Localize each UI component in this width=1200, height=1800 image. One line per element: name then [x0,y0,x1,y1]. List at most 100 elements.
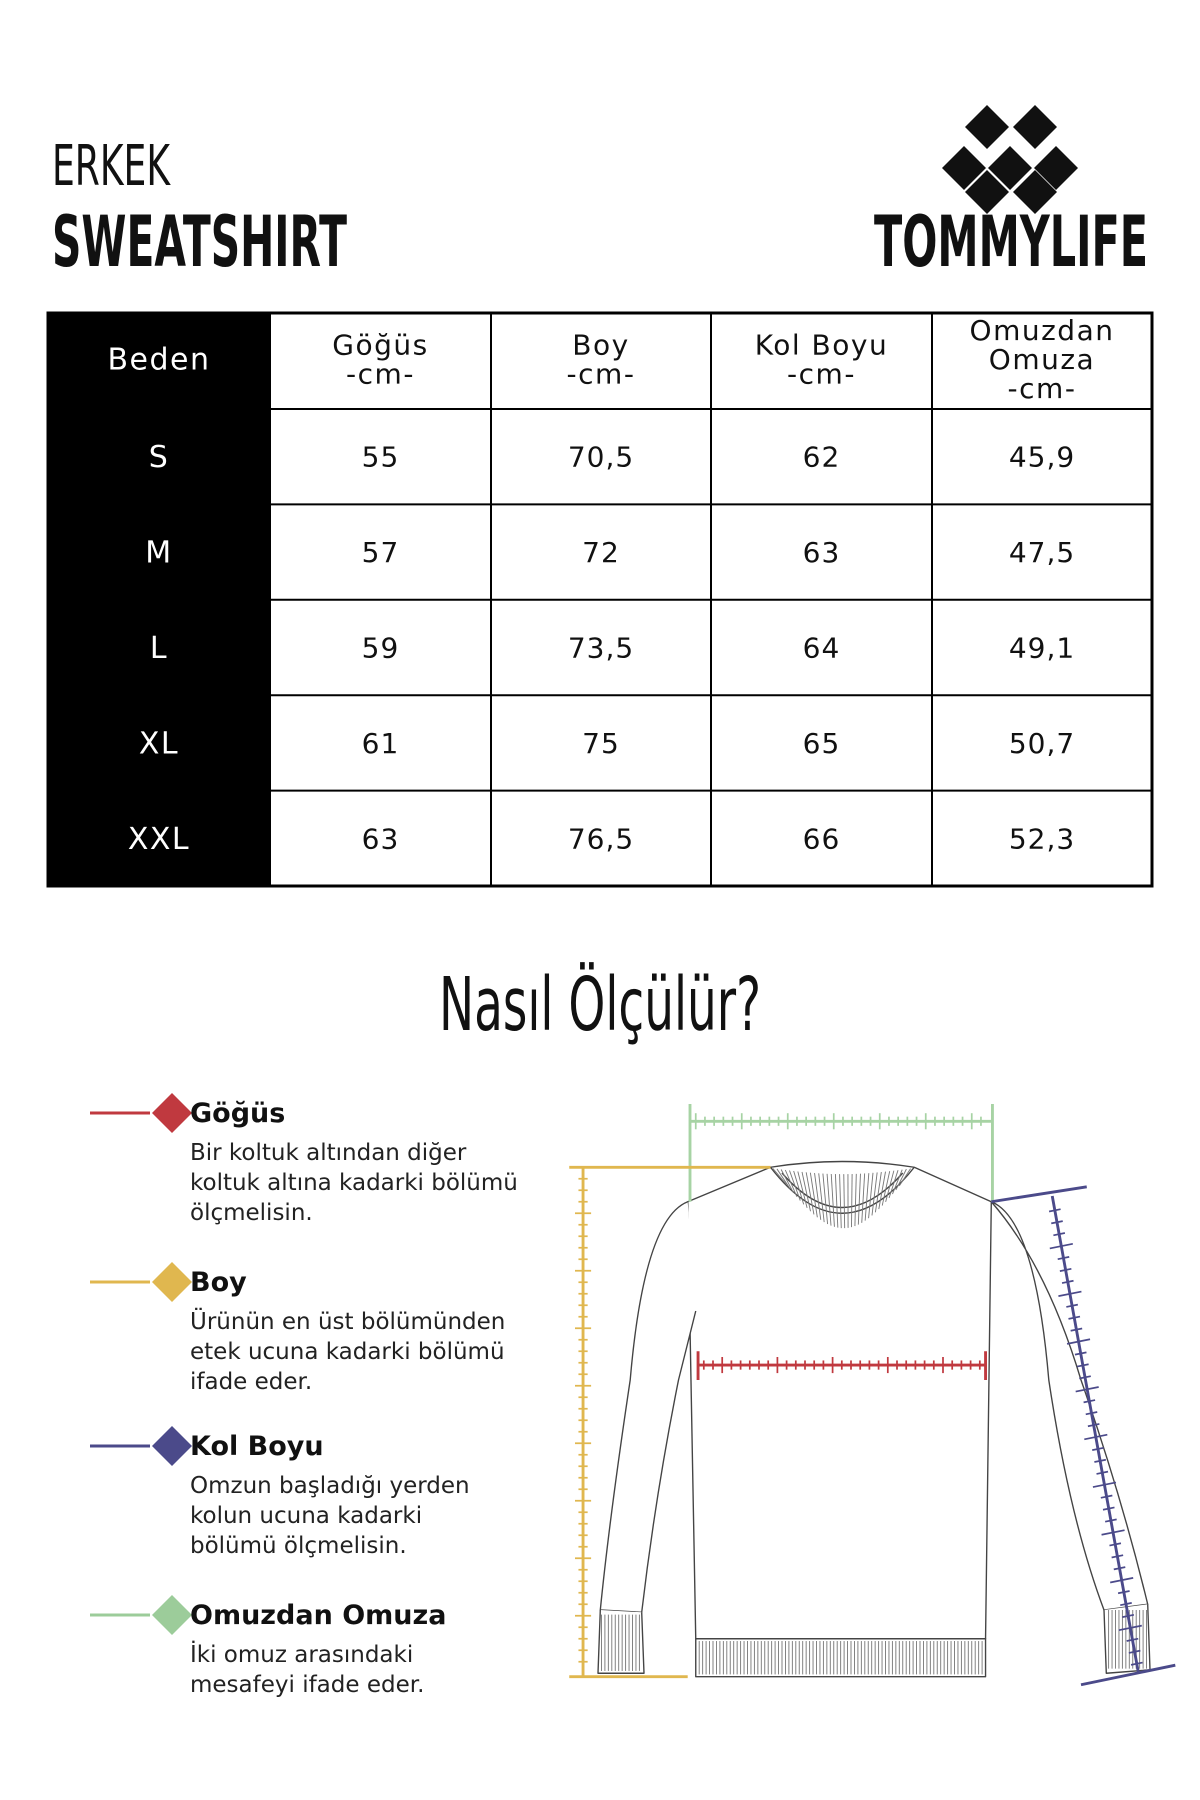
legend-description: ifade eder. [190,1369,312,1395]
tick [1100,1494,1113,1499]
rib [839,1174,842,1229]
measure-value: 65 [803,727,841,760]
legend-name: Göğüs [190,1098,285,1129]
tick [1096,1470,1109,1475]
measure-value: 45,9 [1009,441,1075,474]
measure-value: 49,1 [1009,632,1075,665]
shoulder-measure [688,1103,994,1202]
tick [1058,1290,1082,1297]
tick [1059,1267,1072,1272]
legend-description: ölçmelisin. [190,1200,313,1226]
rib [864,1173,870,1221]
measure-value: 75 [582,727,620,760]
tick [1084,1433,1108,1441]
legend-name: Omuzdan Omuza [190,1600,446,1631]
tick [1113,1566,1126,1571]
tick [1048,1208,1061,1213]
rib [809,1172,818,1218]
tick [1085,1411,1098,1416]
side-column [48,313,270,886]
measure-value: 66 [803,822,841,855]
sleeve-measure [991,1185,1176,1687]
tick [1049,1242,1073,1250]
tick [1101,1529,1125,1536]
tick [1066,1303,1079,1308]
measure-value: 47,5 [1009,536,1075,569]
column-header: Omuzdan [970,314,1115,347]
measure-value: 70,5 [568,441,634,474]
rib [885,1170,895,1202]
legend-description: bölümü ölçmelisin. [190,1533,407,1559]
tick [1118,1624,1142,1632]
rib [878,1171,886,1210]
sweatshirt-drawing [569,1103,1176,1687]
rib [874,1171,882,1213]
size-label: L [150,631,168,666]
rib [818,1173,825,1223]
rib [854,1173,857,1227]
rib [776,1168,791,1189]
category: ERKEK [52,134,171,199]
legend-name: Kol Boyu [190,1431,324,1462]
size-label: XXL [128,822,190,857]
rib [805,1172,815,1215]
column-header: -cm- [787,358,856,391]
tick [1102,1506,1115,1511]
measure-value: 76,5 [568,822,634,855]
tick [1087,1423,1100,1428]
rib [826,1173,832,1226]
length-measure [569,1165,771,1679]
tick [1070,1327,1083,1332]
size-label: M [145,536,172,571]
measure-value: 55 [362,441,400,474]
rib [830,1173,835,1227]
column-header: Beden [107,343,210,378]
tick [1079,1375,1091,1380]
tick [1109,1542,1122,1547]
legend-description: İki omuz arasındaki [190,1640,413,1668]
measure-value: 63 [362,822,400,855]
rib [834,1174,839,1228]
tick [1051,1220,1063,1225]
tick [1075,1386,1099,1393]
measure-value: 61 [362,727,400,760]
measure-value: 59 [362,632,400,665]
tick [1111,1554,1124,1559]
rib-lines [600,1168,1148,1675]
tick [1128,1649,1141,1654]
column-header: Boy [572,329,629,362]
tick [1094,1458,1107,1463]
measure-value: 72 [582,536,620,569]
column-header: Omuza [989,343,1095,376]
tick [1074,1351,1087,1356]
rib [814,1172,822,1220]
legend-description: Bir koltuk altından diğer [190,1140,467,1166]
tick [1110,1577,1134,1584]
measure-value: 50,7 [1009,727,1075,760]
measure-value: 73,5 [568,632,634,665]
rib [784,1169,798,1197]
column-header: -cm- [1008,372,1077,405]
rib [822,1173,829,1225]
tick [1083,1399,1096,1404]
tick [1092,1481,1117,1488]
brand: TOMMYLIFE [874,201,1148,283]
rib [881,1171,891,1206]
legend-description: etek ucuna kadarki bölümü [190,1339,505,1365]
column-header: -cm- [567,358,636,391]
rib [843,1174,846,1229]
tick [1104,1518,1117,1523]
tick [1130,1661,1143,1666]
tick [1120,1602,1132,1607]
tick [1053,1232,1066,1237]
rib [871,1172,878,1216]
measure-value: 57 [362,536,400,569]
measure-value: 62 [803,441,841,474]
rib [797,1171,808,1209]
rib [780,1169,794,1193]
rib [888,1170,899,1199]
rib [861,1173,866,1223]
column-header: -cm- [346,358,415,391]
tick [1057,1256,1070,1261]
tick [1122,1613,1135,1618]
